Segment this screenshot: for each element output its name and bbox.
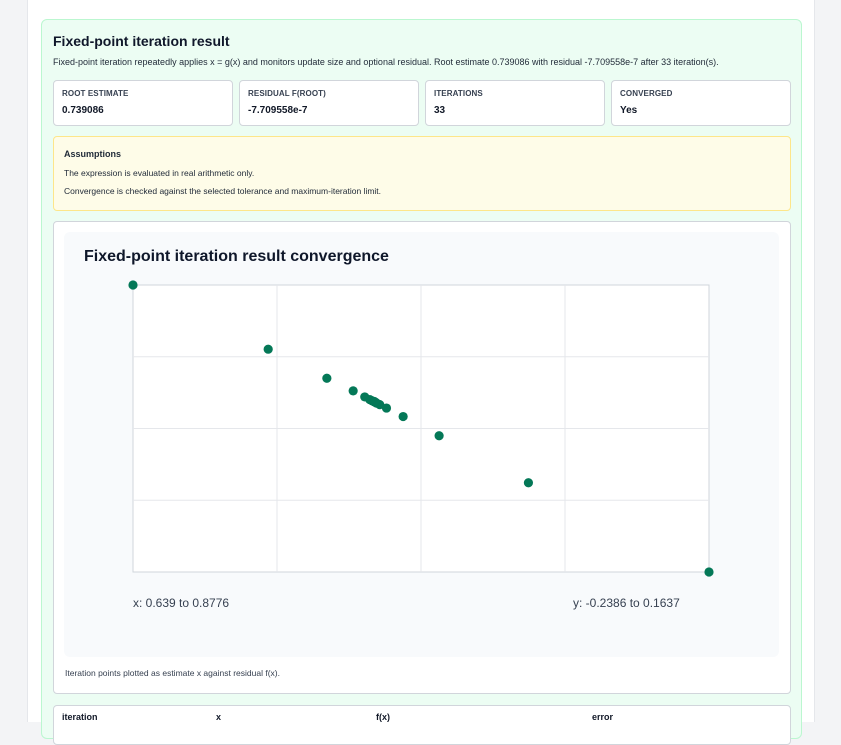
assumption-line: The expression is evaluated in real arit… xyxy=(64,168,255,178)
column-header-error: error xyxy=(592,712,614,722)
result-title: Fixed-point iteration result xyxy=(53,33,230,49)
iteration-point xyxy=(128,280,138,290)
iteration-point xyxy=(263,344,273,354)
stat-row: ROOT ESTIMATE 0.739086 RESIDUAL F(ROOT) … xyxy=(53,80,791,126)
stat-value: Yes xyxy=(620,105,638,116)
stat-iterations: ITERATIONS 33 xyxy=(425,80,605,126)
stat-label: ROOT ESTIMATE xyxy=(62,89,129,98)
convergence-chart: Fixed-point iteration result convergence… xyxy=(84,248,714,610)
iteration-point xyxy=(523,478,534,488)
result-panel: Fixed-point iteration result Fixed-point… xyxy=(41,19,802,745)
stat-value: 0.739086 xyxy=(62,105,104,116)
chart-points xyxy=(128,280,714,577)
iteration-point xyxy=(370,397,380,407)
stat-residual: RESIDUAL F(ROOT) -7.709558e-7 xyxy=(239,80,419,126)
stat-label: CONVERGED xyxy=(620,89,673,98)
iteration-point xyxy=(434,431,444,441)
chart-area: Fixed-point iteration result convergence… xyxy=(64,232,779,657)
iteration-point xyxy=(704,567,714,577)
chart-card: Fixed-point iteration result convergence… xyxy=(53,221,791,694)
iteration-point xyxy=(398,411,408,422)
page-card: Fixed-point iteration result Fixed-point… xyxy=(27,0,815,745)
chart-title: Fixed-point iteration result convergence xyxy=(84,248,389,265)
assumptions-title: Assumptions xyxy=(64,149,122,159)
x-range-label: x: 0.639 to 0.8776 xyxy=(133,596,229,610)
column-header-x: x xyxy=(216,712,222,722)
iteration-point xyxy=(322,373,332,383)
y-range-label: y: -0.2386 to 0.1637 xyxy=(573,596,680,610)
stat-root-estimate: ROOT ESTIMATE 0.739086 xyxy=(53,80,233,126)
stat-value: -7.709558e-7 xyxy=(248,105,308,116)
result-description: Fixed-point iteration repeatedly applies… xyxy=(53,57,719,67)
column-header-fx: f(x) xyxy=(376,712,390,722)
column-header-iteration: iteration xyxy=(62,712,98,722)
assumptions-box: Assumptions The expression is evaluated … xyxy=(53,136,791,211)
chart-caption: Iteration points plotted as estimate x a… xyxy=(65,668,280,678)
chart-grid xyxy=(132,284,710,573)
iteration-table-header: iteration x f(x) error xyxy=(53,705,791,745)
stat-label: ITERATIONS xyxy=(434,89,483,98)
assumption-line: Convergence is checked against the selec… xyxy=(64,186,382,196)
stat-label: RESIDUAL F(ROOT) xyxy=(248,89,326,98)
stat-converged: CONVERGED Yes xyxy=(611,80,791,126)
iteration-point xyxy=(348,386,358,396)
stat-value: 33 xyxy=(434,105,446,116)
